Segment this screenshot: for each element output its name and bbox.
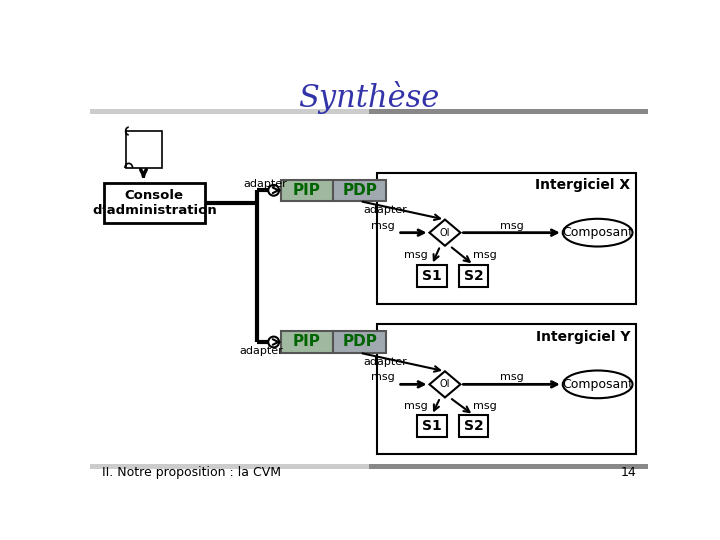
Bar [377,173,636,303]
Text: Console
d’administration: Console d’administration [92,190,217,218]
Text: PDP: PDP [342,183,377,198]
Bar [90,464,648,469]
Text: 14: 14 [621,467,636,480]
Bar [377,325,636,454]
Bar [333,179,386,201]
Text: S1: S1 [422,269,441,283]
Text: S2: S2 [464,269,484,283]
Ellipse shape [563,219,632,247]
Text: msg: msg [371,373,395,382]
Text: adapter: adapter [364,205,408,215]
Bar [126,131,162,168]
Text: Synthèse: Synthèse [298,80,440,113]
Text: Composant: Composant [562,378,633,391]
Circle shape [269,185,279,195]
Text: OI: OI [440,228,450,238]
Bar [90,464,369,469]
Text: Intergiciel Y: Intergiciel Y [536,329,630,343]
Text: msg: msg [405,401,428,411]
Text: adapter: adapter [364,357,408,367]
Text: PIP: PIP [293,334,321,349]
Bar [333,331,386,353]
Bar [281,179,333,201]
Bar [459,265,488,287]
Text: OI: OI [440,379,450,389]
Text: Intergiciel X: Intergiciel X [535,178,630,192]
Polygon shape [429,372,461,397]
Bar [459,415,488,437]
Text: msg: msg [405,251,428,260]
Text: S2: S2 [464,419,484,433]
Ellipse shape [563,370,632,398]
Text: msg: msg [472,251,496,260]
Text: msg: msg [500,221,523,231]
Text: adapter: adapter [239,346,283,356]
Bar [417,415,446,437]
Text: adapter: adapter [243,179,287,189]
Bar [281,331,333,353]
Bar [90,109,369,114]
Bar [104,184,204,224]
Text: II. Notre proposition : la CVM: II. Notre proposition : la CVM [102,467,281,480]
Text: msg: msg [371,221,395,231]
Bar [90,109,648,114]
Circle shape [269,336,279,347]
Polygon shape [429,220,461,246]
Text: PDP: PDP [342,334,377,349]
Text: msg: msg [500,373,523,382]
Bar [417,265,446,287]
Text: S1: S1 [422,419,441,433]
Text: Composant: Composant [562,226,633,239]
Text: msg: msg [472,401,496,411]
Text: PIP: PIP [293,183,321,198]
